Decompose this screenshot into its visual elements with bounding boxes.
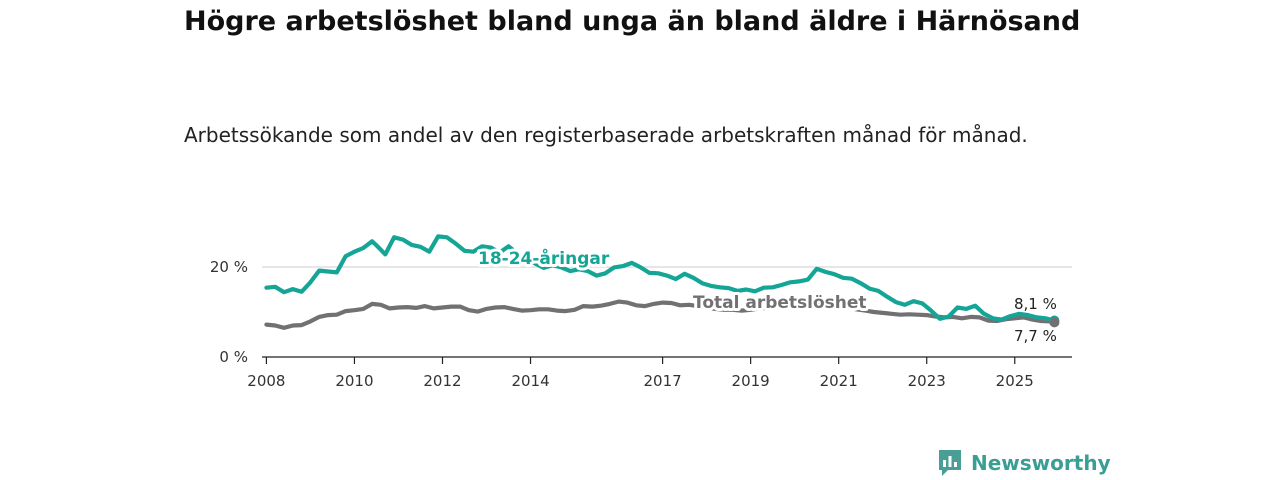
series-label-total: Total arbetslöshet xyxy=(693,293,867,313)
end-value-total: 7,7 % xyxy=(1014,327,1057,345)
x-tick-label: 2014 xyxy=(511,372,549,390)
chart-subtitle: Arbetssökande som andel av den registerb… xyxy=(184,123,1028,147)
x-tick-label: 2017 xyxy=(644,372,682,390)
series-line-youth xyxy=(264,234,1057,323)
x-tick-label: 2019 xyxy=(732,372,770,390)
x-tick-label: 2012 xyxy=(423,372,461,390)
end-value-youth: 8,1 % xyxy=(1014,295,1057,313)
series-label-youth: 18-24-åringar xyxy=(478,247,610,269)
brand-name: Newsworthy xyxy=(971,451,1111,475)
bar-chart-icon xyxy=(939,450,961,476)
y-axis: 0 % 20 % xyxy=(210,258,248,366)
brand-logo: Newsworthy xyxy=(937,448,1111,478)
series-end-point xyxy=(1049,317,1060,328)
y-tick-label: 0 % xyxy=(219,348,248,366)
x-tick-label: 2021 xyxy=(820,372,858,390)
x-axis: 2008 2010 2012 2014 2017 2019 2021 2023 2025 xyxy=(247,356,1072,390)
x-tick-label: 2025 xyxy=(996,372,1034,390)
chart-title: Högre arbetslöshet bland unga än bland ä… xyxy=(184,6,1081,37)
series-label-total-halo: Total arbetslöshet xyxy=(693,293,867,313)
x-tick-label: 2023 xyxy=(908,372,946,390)
line-chart: 0 % 20 % 2008 2010 2012 2014 2017 2019 2021 2023… xyxy=(210,234,1072,390)
series-lines xyxy=(264,234,1060,330)
x-tick-label: 2008 xyxy=(247,372,285,390)
series-label-youth-halo: 18-24-åringar xyxy=(478,247,610,269)
series-line-total xyxy=(264,299,1057,330)
x-tick-label: 2010 xyxy=(335,372,373,390)
y-tick-label: 20 % xyxy=(210,258,248,276)
